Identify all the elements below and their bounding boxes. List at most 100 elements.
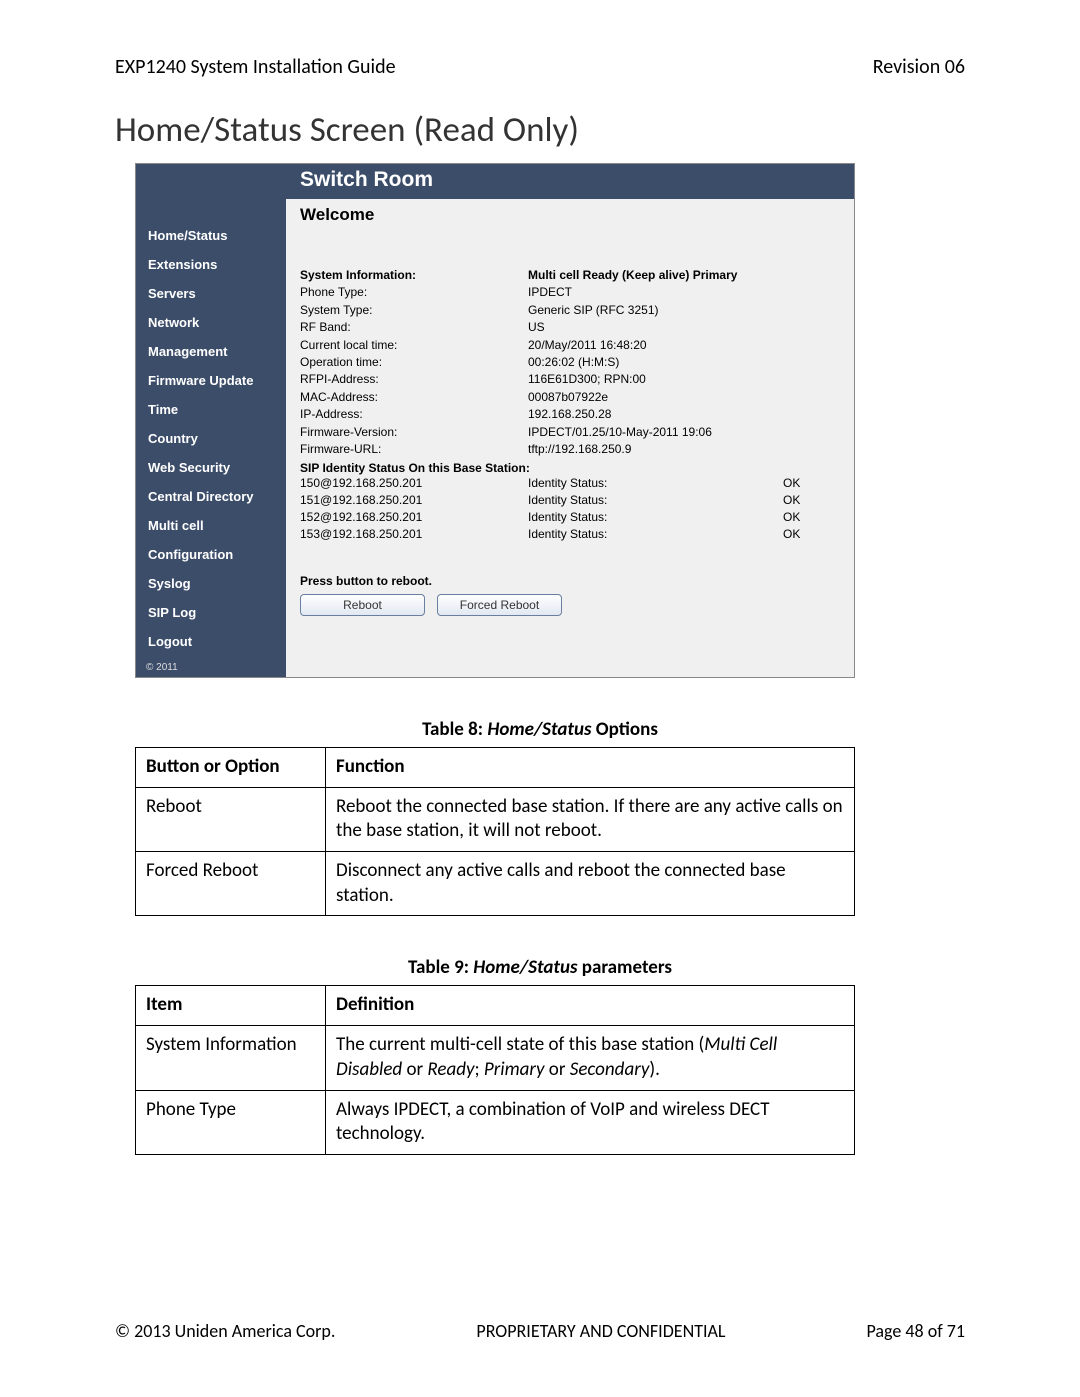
sys-row-label: RF Band: [300,319,528,336]
sys-row-value: 20/May/2011 16:48:20 [528,337,840,354]
footer-center: PROPRIETARY AND CONFIDENTIAL [335,1320,866,1342]
sidebar-item-configuration[interactable]: Configuration [136,540,286,569]
doc-header-right: Revision 06 [873,55,965,79]
sidebar-item-web-security[interactable]: Web Security [136,453,286,482]
table-header-row: Item Definition [136,986,855,1026]
table-cell: Forced Reboot [136,852,326,916]
sys-row-value: tftp://192.168.250.9 [528,441,840,458]
window-title: Switch Room [136,164,854,199]
caption-text: Table 9: [408,956,473,979]
table-row: Reboot Reboot the connected base station… [136,787,855,851]
sys-row-value: Generic SIP (RFC 3251) [528,302,840,319]
footer-left: © 2013 Uniden America Corp. [115,1320,335,1342]
caption-ital: Home/Status [487,718,591,741]
sip-status-label: Identity Status: [528,526,783,543]
table-cell: Always IPDECT, a combination of VoIP and… [326,1090,855,1154]
sidebar-item-servers[interactable]: Servers [136,279,286,308]
sys-row-label: RFPI-Address: [300,371,528,388]
sip-status-label: Identity Status: [528,509,783,526]
sys-row-label: Firmware-URL: [300,441,528,458]
caption-text: Options [592,718,658,741]
table-header: Item [136,986,326,1026]
sys-row-label: Firmware-Version: [300,424,528,441]
caption-text: Table 8: [422,718,487,741]
cell-text: or [545,1058,570,1081]
reboot-instruction: Press button to reboot. [300,574,840,588]
sys-row-label: System Type: [300,302,528,319]
sip-identity: 151@192.168.250.201 [300,492,528,509]
sip-identity: 152@192.168.250.201 [300,509,528,526]
table-row: Phone Type Always IPDECT, a combination … [136,1090,855,1154]
sidebar-item-syslog[interactable]: Syslog [136,569,286,598]
sidebar-item-country[interactable]: Country [136,424,286,453]
cell-text: The current multi-cell state of this bas… [336,1033,704,1056]
sys-row-value: US [528,319,840,336]
sidebar-item-management[interactable]: Management [136,337,286,366]
table-header: Definition [326,986,855,1026]
sys-row-label: Operation time: [300,354,528,371]
sip-status: OK [783,492,840,509]
sip-status: OK [783,509,840,526]
sip-status-label: Identity Status: [528,492,783,509]
welcome-heading: Welcome [300,205,840,225]
sidebar-item-home-status[interactable]: Home/Status [136,221,286,250]
table-cell: The current multi-cell state of this bas… [326,1026,855,1090]
cell-ital: Secondary [570,1058,650,1081]
table9-caption: Table 9: Home/Status parameters [115,956,965,979]
reboot-button[interactable]: Reboot [300,594,425,616]
sidebar-item-firmware[interactable]: Firmware Update [136,366,286,395]
table-cell: Reboot the connected base station. If th… [326,787,855,851]
sidebar-item-multi-cell[interactable]: Multi cell [136,511,286,540]
sidebar-item-network[interactable]: Network [136,308,286,337]
sys-row-value: 116E61D300; RPN:00 [528,371,840,388]
table-cell: System Information [136,1026,326,1090]
table9: Item Definition System Information The c… [135,985,855,1154]
sidebar-item-logout[interactable]: Logout [136,627,286,656]
cell-text: or [402,1058,427,1081]
sip-status-label: Identity Status: [528,475,783,492]
sys-row-value: 00:26:02 (H:M:S) [528,354,840,371]
sys-row-value: 00087b07922e [528,389,840,406]
sip-status: OK [783,526,840,543]
cell-ital: Primary [484,1058,545,1081]
sidebar-item-extensions[interactable]: Extensions [136,250,286,279]
sys-row-value: 192.168.250.28 [528,406,840,423]
cell-ital: Ready [427,1058,474,1081]
sys-row-value: IPDECT/01.25/10-May-2011 19:06 [528,424,840,441]
table-cell: Disconnect any active calls and reboot t… [326,852,855,916]
sip-identity: 150@192.168.250.201 [300,475,528,492]
table8-caption: Table 8: Home/Status Options [115,718,965,741]
table-header-row: Button or Option Function [136,748,855,788]
sys-row-label: Current local time: [300,337,528,354]
caption-text: parameters [577,956,672,979]
forced-reboot-button[interactable]: Forced Reboot [437,594,562,616]
table-header: Function [326,748,855,788]
sys-info-value: Multi cell Ready (Keep alive) Primary [528,267,840,284]
content-pane: Welcome System Information: Multi cell R… [286,199,854,677]
ui-screenshot: Switch Room Home/Status Extensions Serve… [135,163,855,678]
sys-row-label: MAC-Address: [300,389,528,406]
cell-text: ). [649,1058,660,1081]
table8: Button or Option Function Reboot Reboot … [135,747,855,916]
sys-row-label: IP-Address: [300,406,528,423]
sys-row-value: IPDECT [528,284,840,301]
sip-identity: 153@192.168.250.201 [300,526,528,543]
cell-text: ; [475,1058,484,1081]
table-cell: Phone Type [136,1090,326,1154]
caption-ital: Home/Status [473,956,577,979]
table-cell: Reboot [136,787,326,851]
sys-row-label: Phone Type: [300,284,528,301]
sys-info-label: System Information: [300,267,528,284]
sip-status: OK [783,475,840,492]
footer-right: Page 48 of 71 [867,1320,966,1342]
sidebar-item-time[interactable]: Time [136,395,286,424]
table-header: Button or Option [136,748,326,788]
sidebar-item-central-dir[interactable]: Central Directory [136,482,286,511]
sip-heading: SIP Identity Status On this Base Station… [300,461,840,475]
section-heading: Home/Status Screen (Read Only) [115,109,965,151]
sidebar-item-sip-log[interactable]: SIP Log [136,598,286,627]
sidebar: Home/Status Extensions Servers Network M… [136,199,286,677]
doc-header-left: EXP1240 System Installation Guide [115,55,396,79]
table-row: Forced Reboot Disconnect any active call… [136,852,855,916]
table-row: System Information The current multi-cel… [136,1026,855,1090]
